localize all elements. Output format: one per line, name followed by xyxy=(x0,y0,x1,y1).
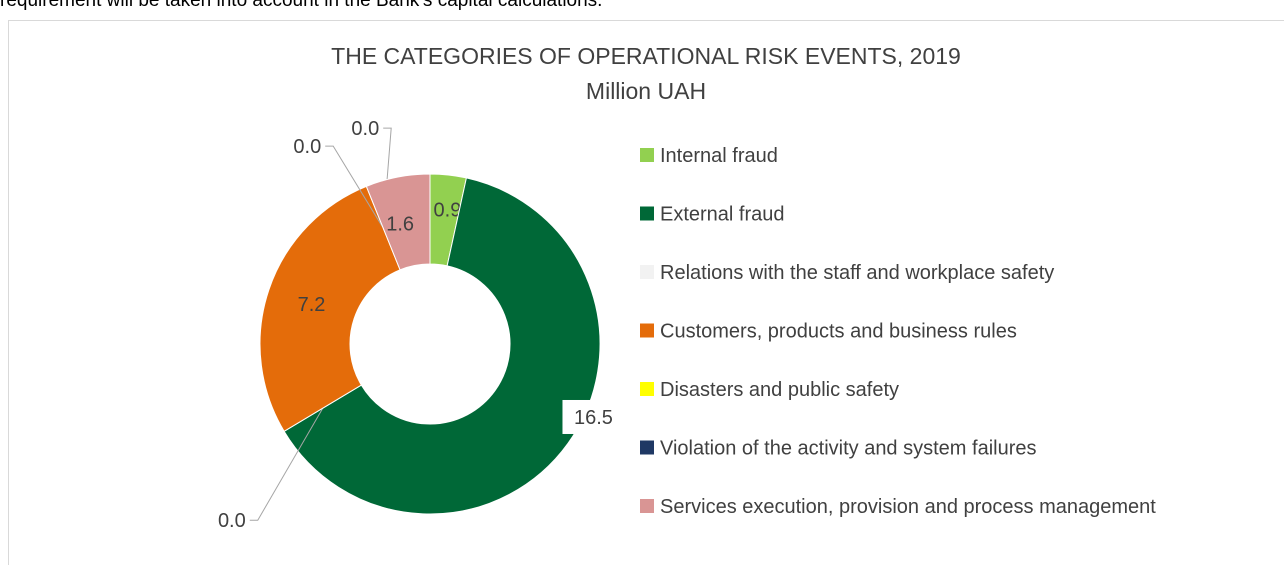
chart-title: THE CATEGORIES OF OPERATIONAL RISK EVENT… xyxy=(331,43,961,69)
legend-label: Customers, products and business rules xyxy=(660,321,1017,343)
leader-line xyxy=(325,145,384,229)
legend-swatch xyxy=(640,206,654,221)
document-text: requirement will be taken into account i… xyxy=(0,0,602,11)
chart-frame xyxy=(8,20,1284,565)
legend-swatch xyxy=(640,323,654,338)
legend-label: External fraud xyxy=(660,204,785,226)
data-label: 0.0 xyxy=(293,136,321,158)
legend-swatch xyxy=(640,499,654,513)
legend-swatch xyxy=(640,265,654,279)
data-label: 0.9 xyxy=(434,200,462,222)
leader-line xyxy=(249,407,324,521)
legend-label: Internal fraud xyxy=(660,145,778,167)
legend-label: Services execution, provision and proces… xyxy=(660,496,1156,518)
legend-swatch xyxy=(640,148,654,162)
legend-swatch xyxy=(640,382,654,396)
legend-swatch xyxy=(640,440,654,455)
legend-label: Disasters and public safety xyxy=(660,379,899,401)
donut-slice xyxy=(259,185,401,433)
data-label: 0.0 xyxy=(351,118,379,140)
legend-label: Relations with the staff and workplace s… xyxy=(660,262,1054,284)
donut-slice xyxy=(283,177,601,515)
legend-label: Violation of the activity and system fai… xyxy=(660,438,1036,460)
data-label: 1.6 xyxy=(386,213,414,235)
data-label-box xyxy=(562,399,625,434)
data-label: 16.5 xyxy=(574,407,613,429)
data-label: 7.2 xyxy=(298,294,326,316)
data-label: 0.0 xyxy=(218,510,246,532)
donut-slice xyxy=(365,173,431,271)
chart-subtitle: Million UAH xyxy=(586,78,706,104)
